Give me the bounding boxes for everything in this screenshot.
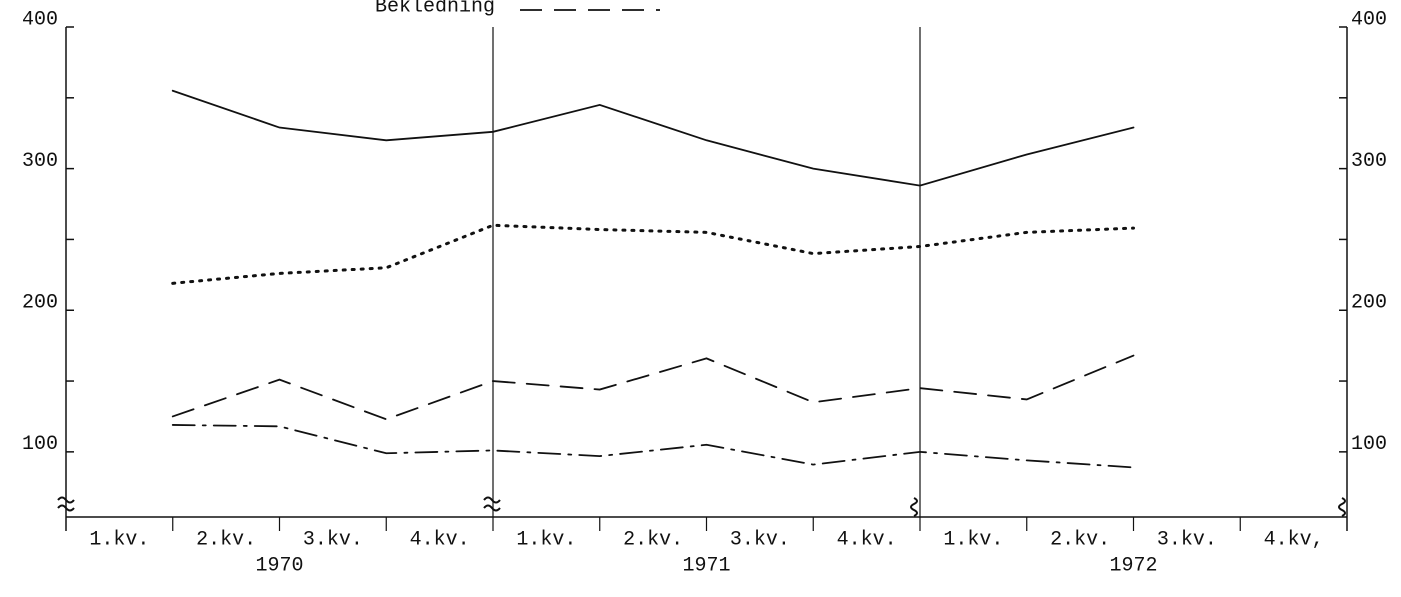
y2-tick-label: 200 [1351,292,1387,315]
axis-break [910,497,918,517]
x-tick-label: 2.kv. [623,528,683,551]
y2-tick-label: 400 [1351,8,1387,31]
x-tick-label: 1.kv. [89,528,149,551]
x-tick-label: 2.kv. [196,528,256,551]
x-tick-label: 1.kv. [943,528,1003,551]
x-tick-label: 4.kv, [1264,528,1324,551]
x-tick-label: 4.kv. [837,528,897,551]
year-label: 1970 [255,554,303,577]
series-line [171,223,1135,285]
y2-tick-label: 100 [1351,433,1387,456]
x-tick-label: 3.kv. [1157,528,1217,551]
x-tick-label: 3.kv. [730,528,790,551]
axis-break [1338,497,1346,517]
x-tick-label: 4.kv. [410,528,470,551]
x-tick-label: 2.kv. [1050,528,1110,551]
series-line [171,354,1135,421]
y-tick-label: 400 [22,8,58,31]
axis-breaks [57,496,1346,517]
year-label: 1972 [1109,554,1157,577]
legend-label: Bekledning [375,0,495,18]
y2-tick-label: 300 [1351,150,1387,173]
x-tick-label: 3.kv. [303,528,363,551]
y-tick-label: 200 [22,292,58,315]
x-tick-label: 1.kv. [516,528,576,551]
y-tick-label: 300 [22,150,58,173]
axis-break [483,496,501,512]
year-label: 1971 [682,554,730,577]
y-tick-label: 100 [22,433,58,456]
series-line [171,424,1135,469]
series-line [171,89,1135,187]
